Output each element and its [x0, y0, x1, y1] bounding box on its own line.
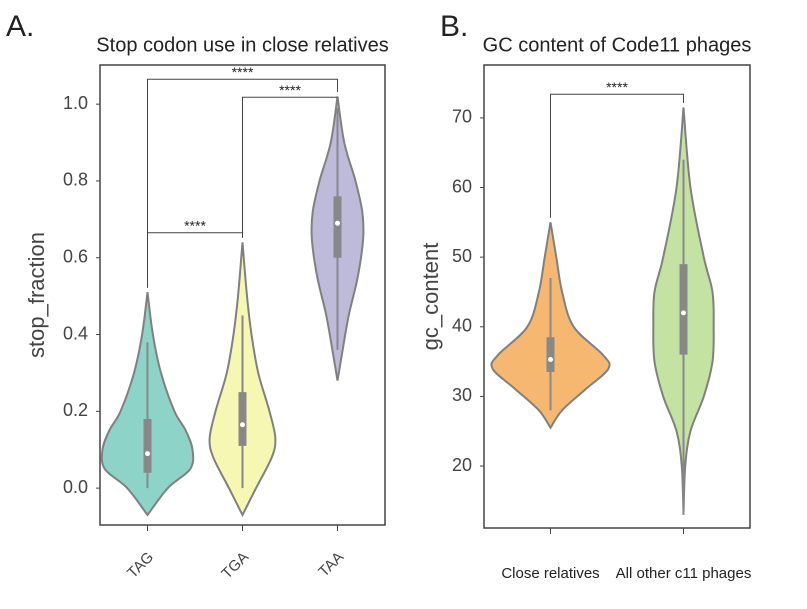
significance-bracket — [147, 232, 243, 288]
median — [335, 220, 340, 226]
x-tick-label: TAG — [124, 549, 157, 582]
significance-label: **** — [606, 79, 628, 95]
x-tick-label-box: Close relatives — [501, 565, 600, 582]
y-tick-label: 0.2 — [63, 400, 88, 420]
significance-bracket — [147, 78, 338, 288]
significance-bracket — [550, 93, 684, 218]
x-tick-label-box: All other c11 phages — [615, 565, 752, 582]
panel-label: A. — [6, 10, 34, 43]
axes-frame — [483, 64, 751, 529]
axes-frame — [99, 64, 386, 526]
y-tick-label: 60 — [452, 176, 472, 196]
x-tick-label: TGA — [218, 549, 252, 583]
y-tick-label: 70 — [452, 107, 472, 127]
median — [240, 422, 245, 428]
x-tick-label: Close relatives — [501, 565, 600, 582]
median — [548, 357, 553, 363]
y-tick-label: 0.4 — [63, 323, 88, 343]
y-tick-label: 20 — [452, 455, 472, 475]
x-tick-label: TAA — [315, 549, 347, 581]
panel-label: B. — [440, 10, 468, 43]
chart-title: GC content of Code11 phages — [483, 34, 752, 56]
y-tick-label: 50 — [452, 246, 472, 266]
y-tick-label: 0.8 — [63, 170, 88, 190]
y-tick-label: 40 — [452, 316, 472, 336]
significance-label: **** — [232, 64, 254, 80]
y-tick-label: 0.6 — [63, 247, 88, 267]
y-tick-label: 1.0 — [63, 93, 88, 113]
y-tick-label: 0.0 — [63, 477, 88, 497]
significance-label: **** — [184, 217, 206, 233]
x-tick-label: All other c11 phages — [615, 565, 752, 582]
median — [145, 451, 150, 457]
chart-title: Stop codon use in close relatives — [96, 34, 388, 56]
y-tick-label: 30 — [452, 385, 472, 405]
y-axis-label: stop_fraction — [24, 232, 49, 358]
y-axis-label: gc_content — [418, 243, 443, 351]
median — [681, 310, 686, 316]
significance-label: **** — [279, 82, 301, 98]
significance-bracket — [242, 96, 338, 238]
